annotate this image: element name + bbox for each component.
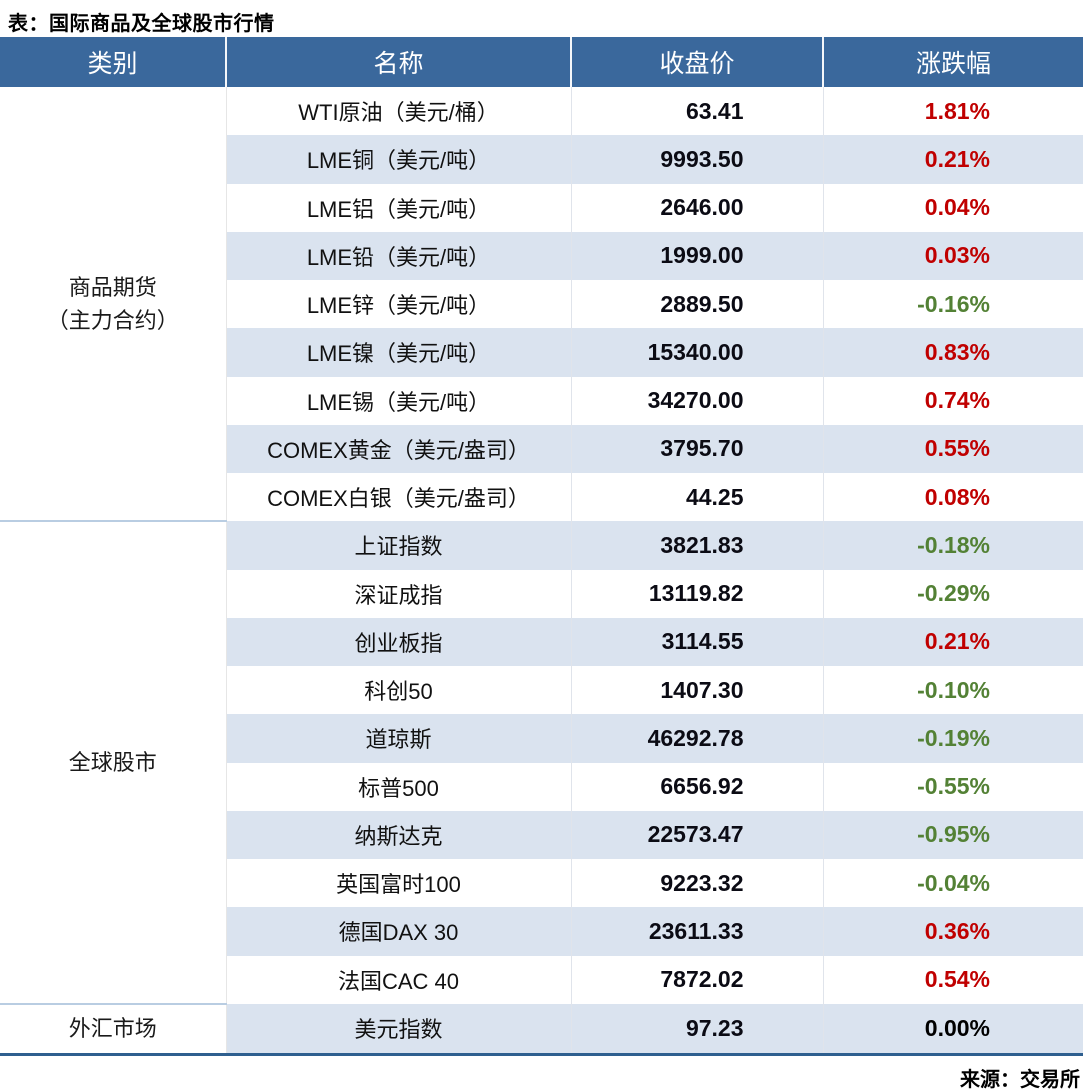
table-header: 类别 名称 收盘价 涨跌幅 bbox=[0, 37, 1083, 87]
change-percent-cell: -0.04% bbox=[822, 859, 1083, 908]
table-row: 标普500 6656.92 -0.55% bbox=[0, 762, 1083, 811]
name-cell: 科创50 bbox=[364, 679, 433, 705]
change-percent-cell: -0.18% bbox=[822, 521, 1083, 570]
change-percent-cell: 1.81% bbox=[822, 87, 1083, 136]
name-cell: LME镍（美元/吨） bbox=[226, 328, 571, 377]
column-header-2: 名称 bbox=[225, 37, 571, 87]
close-price-cell: 63.41 bbox=[570, 87, 823, 136]
change-percent-cell: 0.21% bbox=[822, 617, 1083, 666]
name-cell: 德国DAX 30 bbox=[226, 907, 571, 956]
close-price-cell: 1407.30 bbox=[570, 666, 823, 715]
column-header-4: 涨跌幅 bbox=[822, 37, 1083, 87]
name-cell: LME铅（美元/吨） bbox=[226, 231, 571, 280]
source-note: 来源：交易所 bbox=[960, 1069, 1080, 1091]
change-percent-cell: 0.08% bbox=[822, 473, 1083, 522]
category-label: 外汇市场 bbox=[68, 1016, 157, 1042]
name-cell: LME锌（美元/吨） bbox=[306, 293, 491, 319]
close-price-cell: 7872.02 bbox=[570, 955, 823, 1004]
table-row: LME铅（美元/吨） 1999.00 0.03% bbox=[0, 231, 1083, 280]
table-row: LME锌（美元/吨） 2889.50 -0.16% bbox=[0, 280, 1083, 329]
change-percent-cell: 0.55% bbox=[822, 424, 1083, 473]
change-percent-cell: 0.54% bbox=[822, 955, 1083, 1004]
close-price-cell: 3795.70 bbox=[570, 424, 823, 473]
table-row: 科创50 1407.30 -0.10% bbox=[0, 666, 1083, 715]
table-row: 全球股市 上证指数 3821.83 -0.18% bbox=[0, 520, 1083, 1004]
table-row: LME镍（美元/吨） 15340.00 0.83% bbox=[0, 328, 1083, 377]
category-label: 全球股市 bbox=[68, 750, 157, 775]
close-price-cell: 15340.00 bbox=[570, 328, 823, 377]
name-cell: 深证成指 bbox=[354, 582, 443, 608]
table-row: 纳斯达克 22573.47 -0.95% bbox=[0, 810, 1083, 859]
category-cell: 全球股市 bbox=[0, 520, 227, 1004]
name-cell: 纳斯达克 bbox=[226, 810, 571, 859]
name-cell: 美元指数 bbox=[226, 1003, 571, 1055]
table-row: 创业板指 3114.55 0.21% bbox=[0, 617, 1083, 666]
table-row: 德国DAX 30 23611.33 0.36% bbox=[0, 907, 1083, 956]
table-row: 商品期货 （主力合约） WTI原油（美元/桶） 63.41 1.81% bbox=[0, 87, 1083, 522]
close-price-cell: 46292.78 bbox=[570, 714, 823, 763]
name-cell: 英国富时100 bbox=[336, 872, 461, 898]
table-row: 法国CAC 40 7872.02 0.54% bbox=[0, 955, 1083, 1004]
close-price-cell: 97.23 bbox=[570, 1003, 823, 1055]
name-cell: WTI原油（美元/桶） bbox=[298, 100, 499, 126]
table-row: 外汇市场 美元指数 97.23 0.00% bbox=[0, 1002, 1083, 1055]
change-percent-cell: -0.16% bbox=[822, 280, 1083, 329]
close-price-cell: 1999.00 bbox=[570, 231, 823, 280]
column-header-3: 收盘价 bbox=[570, 37, 823, 87]
table-row: LME锡（美元/吨） 34270.00 0.74% bbox=[0, 376, 1083, 425]
name-cell: 创业板指 bbox=[226, 617, 571, 666]
category-cell: 外汇市场 bbox=[0, 1002, 227, 1055]
close-price-cell: 22573.47 bbox=[570, 810, 823, 859]
table-row: COMEX黄金（美元/盎司） 3795.70 0.55% bbox=[0, 424, 1083, 473]
category-label: 商品期货 bbox=[68, 274, 157, 300]
change-percent-cell: 0.74% bbox=[822, 376, 1083, 425]
market-table: 类别 名称 收盘价 涨跌幅 商品期货 （主力合约） WTI原油（美元/桶） 63.41 1.8… bbox=[0, 37, 1083, 1056]
close-price-cell: 2646.00 bbox=[570, 183, 823, 232]
close-price-cell: 44.25 bbox=[570, 473, 823, 522]
table-row: LME铝（美元/吨） 2646.00 0.04% bbox=[0, 183, 1083, 232]
page-title: 表：国际商品及全球股市行情 bbox=[8, 13, 275, 35]
close-price-cell: 23611.33 bbox=[570, 907, 823, 956]
close-price-cell: 13119.82 bbox=[570, 569, 823, 618]
change-percent-cell: -0.19% bbox=[822, 714, 1083, 763]
change-percent-cell: 0.36% bbox=[822, 907, 1083, 956]
change-percent-cell: 0.04% bbox=[822, 183, 1083, 232]
table-body: 商品期货 （主力合约） WTI原油（美元/桶） 63.41 1.81% LME铜（美元/吨… bbox=[0, 87, 1083, 1055]
change-percent-cell: 0.21% bbox=[822, 135, 1083, 184]
close-price-cell: 3114.55 bbox=[570, 617, 823, 666]
change-percent-cell: 0.00% bbox=[822, 1003, 1083, 1055]
header-row: 类别 名称 收盘价 涨跌幅 bbox=[0, 37, 1083, 87]
change-percent-cell: -0.29% bbox=[822, 569, 1083, 618]
name-cell: 道琼斯 bbox=[226, 714, 571, 763]
name-cell: 标普500 bbox=[358, 775, 439, 801]
close-price-cell: 2889.50 bbox=[570, 280, 823, 329]
change-percent-cell: 0.03% bbox=[822, 231, 1083, 280]
category-label: （主力合约） bbox=[46, 307, 179, 333]
table-row: LME铜（美元/吨） 9993.50 0.21% bbox=[0, 135, 1083, 184]
table-row: 英国富时100 9223.32 -0.04% bbox=[0, 859, 1083, 908]
name-cell: COMEX白银（美元/盎司） bbox=[267, 486, 530, 512]
name-cell: LME铝（美元/吨） bbox=[306, 196, 491, 222]
change-percent-cell: -0.95% bbox=[822, 810, 1083, 859]
name-cell: 上证指数 bbox=[226, 521, 571, 570]
close-price-cell: 3821.83 bbox=[570, 521, 823, 570]
name-cell: COMEX黄金（美元/盎司） bbox=[226, 424, 571, 473]
close-price-cell: 6656.92 bbox=[570, 762, 823, 811]
table-row: 道琼斯 46292.78 -0.19% bbox=[0, 714, 1083, 763]
column-header-1: 类别 bbox=[0, 37, 226, 87]
table-row: COMEX白银（美元/盎司） 44.25 0.08% bbox=[0, 473, 1083, 522]
change-percent-cell: -0.10% bbox=[822, 666, 1083, 715]
name-cell: LME铜（美元/吨） bbox=[226, 135, 571, 184]
close-price-cell: 34270.00 bbox=[570, 376, 823, 425]
close-price-cell: 9223.32 bbox=[570, 859, 823, 908]
change-percent-cell: -0.55% bbox=[822, 762, 1083, 811]
close-price-cell: 9993.50 bbox=[570, 135, 823, 184]
table-row: 深证成指 13119.82 -0.29% bbox=[0, 569, 1083, 618]
category-cell: 商品期货 （主力合约） bbox=[0, 87, 227, 522]
name-cell: 法国CAC 40 bbox=[337, 968, 460, 994]
name-cell: LME锡（美元/吨） bbox=[306, 389, 491, 415]
change-percent-cell: 0.83% bbox=[822, 328, 1083, 377]
